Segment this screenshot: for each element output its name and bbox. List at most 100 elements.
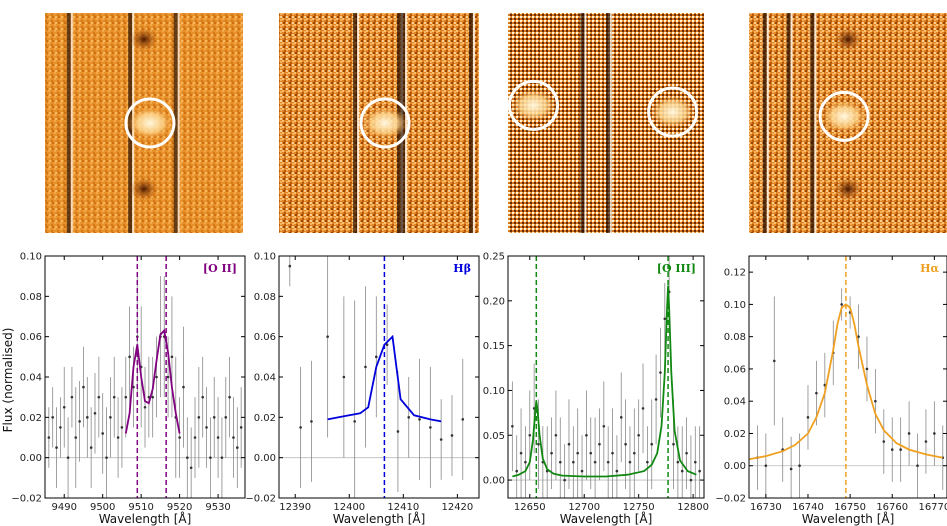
thumbnail-dark-spot xyxy=(130,27,158,52)
x-tick-label: 12390 xyxy=(279,502,311,513)
x-axis-label: Wavelength [Å] xyxy=(802,511,895,526)
data-point xyxy=(890,448,894,451)
data-point xyxy=(239,426,243,429)
y-tick-label: 0.12 xyxy=(724,268,746,279)
thumbnail-4 xyxy=(749,13,947,233)
y-tick-label: 0.00 xyxy=(724,461,746,472)
data-point xyxy=(232,436,235,439)
data-point xyxy=(907,432,911,435)
data-point xyxy=(672,442,675,446)
y-tick-label: 0.00 xyxy=(20,453,42,464)
data-point xyxy=(62,405,66,409)
x-axis-label: Wavelength [Å] xyxy=(333,511,426,526)
data-point xyxy=(606,460,610,464)
y-tick-label: 0.08 xyxy=(724,332,746,343)
thumbnail-residual-line xyxy=(814,13,817,233)
data-point xyxy=(128,355,131,359)
data-point xyxy=(633,451,636,455)
data-point xyxy=(66,456,70,459)
aperture-circle xyxy=(647,86,699,138)
thumbnail-residual-line xyxy=(580,13,585,233)
data-point xyxy=(924,440,928,443)
data-point xyxy=(93,412,97,415)
data-point xyxy=(899,448,902,451)
y-axis-label: Flux (normalised) xyxy=(1,328,15,433)
data-point xyxy=(439,438,443,441)
x-tick-label: 12400 xyxy=(333,502,365,513)
x-tick-label: 16730 xyxy=(750,502,782,513)
data-point xyxy=(385,343,389,347)
data-point xyxy=(685,451,688,455)
plot-frame xyxy=(507,255,705,499)
x-tick-label: 9490 xyxy=(52,502,77,513)
x-tick-label: 12420 xyxy=(441,502,473,513)
y-tick-label: −0.02 xyxy=(245,494,276,505)
emission-line-label: Hα xyxy=(920,262,939,275)
data-point xyxy=(310,420,313,423)
emission-line-label: [O III] xyxy=(657,262,696,275)
data-point xyxy=(364,365,367,369)
y-tick-label: 0.15 xyxy=(483,341,505,352)
x-tick-label: 9520 xyxy=(167,502,192,513)
data-point xyxy=(641,407,645,410)
thumbnail-2 xyxy=(279,13,479,233)
x-tick-label: 9530 xyxy=(205,502,230,513)
source-emission xyxy=(363,107,407,139)
data-point xyxy=(193,436,197,439)
data-point xyxy=(101,432,104,435)
data-point xyxy=(789,467,793,471)
data-point xyxy=(659,371,662,374)
data-point xyxy=(524,460,527,464)
thumbnail-residual-line xyxy=(70,13,73,233)
data-point xyxy=(576,451,579,455)
data-point xyxy=(676,460,680,464)
emission-line-label: Hβ xyxy=(453,262,471,275)
thumbnail-dark-spot xyxy=(130,177,158,201)
x-tick-label: 12650 xyxy=(514,502,546,513)
data-point xyxy=(97,395,101,399)
data-point xyxy=(689,478,693,482)
source-emission xyxy=(511,89,556,122)
data-point xyxy=(116,436,120,439)
data-point xyxy=(693,460,697,464)
data-point xyxy=(201,395,204,399)
data-point xyxy=(155,375,158,379)
model-fit xyxy=(124,328,181,434)
data-point xyxy=(418,418,421,421)
thumbnail-residual-line xyxy=(766,13,769,233)
thumbnail-residual-line xyxy=(469,13,473,233)
data-point xyxy=(396,430,400,433)
data-point xyxy=(580,469,584,473)
x-axis-label: Wavelength [Å] xyxy=(99,511,192,526)
x-axis-label: Wavelength [Å] xyxy=(560,511,653,526)
data-point xyxy=(374,355,378,359)
data-point xyxy=(47,436,51,439)
x-tick-label: 16750 xyxy=(834,502,866,513)
x-tick-label: 16760 xyxy=(876,502,908,513)
data-point xyxy=(882,440,886,443)
thumbnail-residual-line xyxy=(173,13,178,233)
data-point xyxy=(646,460,649,464)
y-tick-label: 0.06 xyxy=(254,332,276,343)
data-point xyxy=(124,395,128,399)
thumbnail-residual-line xyxy=(810,13,815,233)
thumbnail-dark-spot xyxy=(834,177,862,201)
y-tick-label: 0.00 xyxy=(483,476,505,487)
data-point xyxy=(916,464,919,468)
data-point xyxy=(166,375,170,379)
data-point xyxy=(654,398,658,401)
thumbnail-residual-line xyxy=(357,13,359,233)
data-point xyxy=(772,359,776,363)
y-tick-label: −0.02 xyxy=(11,494,42,505)
data-point xyxy=(933,432,936,435)
data-point xyxy=(220,456,224,459)
thumbnail-3 xyxy=(507,13,704,233)
thumbnail-residual-line xyxy=(584,13,587,233)
data-point xyxy=(109,416,112,419)
data-point xyxy=(132,385,135,389)
data-point xyxy=(602,424,606,428)
y-tick-label: 0.00 xyxy=(254,453,276,464)
data-point xyxy=(624,442,627,446)
y-tick-label: 0.08 xyxy=(20,292,42,303)
data-point xyxy=(224,416,228,419)
